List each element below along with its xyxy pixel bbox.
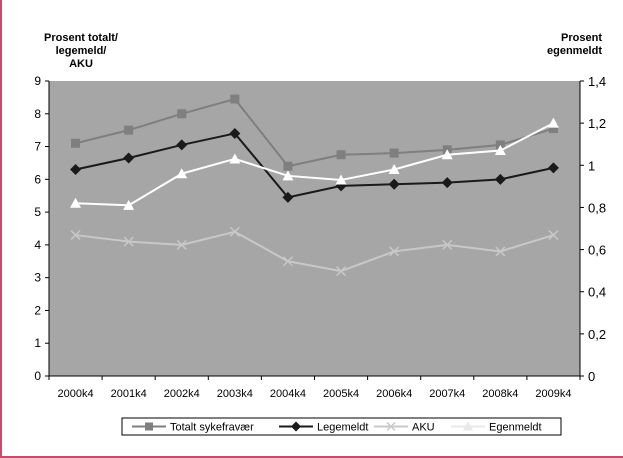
data-point-aku — [229, 226, 240, 237]
data-point-aku — [123, 236, 134, 247]
data-point-egenmeldt — [176, 168, 188, 179]
data-point-totalt-sykefrav-r — [495, 140, 505, 150]
data-point-totalt-sykefrav-r — [283, 161, 293, 171]
data-point-totalt-sykefrav-r — [71, 138, 81, 148]
y-right-tick-label: 1,2 — [588, 116, 606, 131]
data-point-egenmeldt — [229, 153, 241, 164]
data-point-aku — [70, 230, 81, 241]
y-left-tick-label: 3 — [34, 271, 41, 285]
y-right-tick-label: 0,4 — [588, 285, 606, 300]
data-point-aku — [389, 246, 400, 257]
data-point-legemeldt — [441, 177, 453, 189]
y-left-tick-label: 1 — [34, 336, 41, 350]
y-left-tick-label: 4 — [34, 238, 41, 252]
series-line-egenmeldt — [75, 122, 554, 207]
data-point-legemeldt — [229, 127, 241, 139]
legend-box — [121, 417, 562, 436]
x-tick-label: 2000k4 — [58, 388, 94, 400]
y-right-tick-label: 0,2 — [588, 327, 606, 342]
data-point-aku — [548, 230, 559, 241]
data-point-egenmeldt — [282, 170, 294, 181]
data-point-totalt-sykefrav-r — [230, 94, 240, 104]
data-point-totalt-sykefrav-r — [336, 150, 346, 160]
y-left-tick-label: 7 — [34, 140, 41, 154]
data-point-egenmeldt — [547, 117, 559, 128]
series-line-legemeldt — [75, 132, 554, 199]
data-point-legemeldt — [176, 139, 188, 151]
y-right-axis-title: Prosent — [561, 32, 602, 44]
data-point-legemeldt — [547, 162, 559, 174]
y-left-axis-title: legemeld/ — [56, 45, 107, 57]
data-point-egenmeldt — [335, 174, 347, 185]
legend-marker-egenmeldt — [463, 421, 473, 431]
data-point-legemeldt — [123, 152, 135, 164]
x-tick-label: 2002k4 — [164, 388, 200, 400]
y-left-axis-title: Prosent totalt/ — [44, 32, 118, 44]
y-right-tick-label: 0,8 — [588, 200, 606, 215]
y-left-tick-label: 0 — [34, 369, 41, 383]
data-point-egenmeldt — [123, 199, 135, 210]
data-point-legemeldt — [388, 178, 400, 190]
x-tick-label: 2005k4 — [323, 388, 359, 400]
legend-label-egenmeldt: Egenmeldt — [489, 422, 542, 434]
data-point-egenmeldt — [441, 149, 453, 160]
data-point-egenmeldt — [70, 197, 82, 208]
y-right-tick-label: 0 — [588, 369, 595, 384]
series-line-totalt-sykefrav-r — [75, 97, 554, 168]
legend-label-legemeldt: Legemeldt — [317, 422, 368, 434]
y-left-tick-label: 8 — [34, 107, 41, 121]
x-tick-label: 2003k4 — [217, 388, 253, 400]
data-point-totalt-sykefrav-r — [548, 124, 558, 134]
y-right-tick-label: 1 — [588, 158, 595, 173]
x-tick-label: 2001k4 — [111, 388, 147, 400]
y-right-tick-label: 1,4 — [588, 74, 606, 89]
data-point-egenmeldt — [494, 145, 506, 156]
data-point-aku — [442, 239, 453, 250]
data-point-totalt-sykefrav-r — [124, 125, 134, 135]
y-left-axis-title: AKU — [69, 58, 93, 70]
legend-marker-totalt-sykefrav-r — [145, 422, 153, 431]
legend-label-totalt-sykefrav-r: Totalt sykefravær — [170, 422, 254, 434]
data-point-aku — [282, 256, 293, 267]
y-right-tick-label: 0,6 — [588, 243, 606, 258]
y-left-tick-label: 5 — [34, 205, 41, 219]
x-tick-label: 2009k4 — [535, 388, 571, 400]
data-point-totalt-sykefrav-r — [389, 148, 399, 158]
legend-marker-legemeldt — [291, 421, 301, 432]
legend-marker-aku — [386, 421, 396, 432]
x-tick-label: 2007k4 — [429, 388, 465, 400]
data-point-egenmeldt — [388, 164, 400, 174]
x-tick-label: 2004k4 — [270, 388, 306, 400]
data-point-legemeldt — [282, 191, 294, 203]
plot-area — [49, 81, 580, 376]
data-point-totalt-sykefrav-r — [177, 109, 187, 119]
y-left-tick-label: 6 — [34, 172, 41, 186]
x-tick-label: 2006k4 — [376, 388, 412, 400]
y-right-axis-title: egenmeldt — [547, 45, 602, 57]
legend-label-aku: AKU — [412, 422, 435, 434]
data-point-legemeldt — [70, 164, 82, 175]
x-tick-label: 2008k4 — [482, 388, 518, 400]
data-point-aku — [176, 239, 187, 250]
series-line-aku — [75, 230, 554, 273]
data-point-legemeldt — [494, 173, 506, 185]
y-left-tick-label: 2 — [34, 303, 41, 317]
y-left-tick-label: 9 — [34, 74, 41, 88]
data-point-aku — [336, 266, 347, 277]
data-point-aku — [495, 246, 506, 257]
